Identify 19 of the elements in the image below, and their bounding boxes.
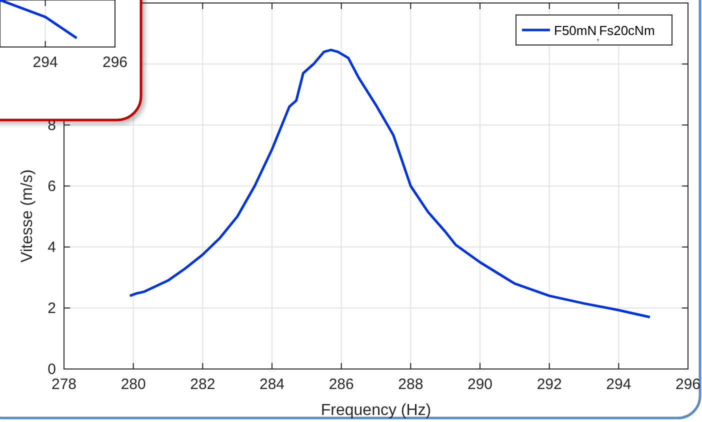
- x-tick-label: 288: [398, 376, 424, 393]
- x-tick-label: 284: [259, 376, 285, 393]
- x-axis-title: Frequency (Hz): [320, 402, 432, 419]
- x-tick-label: 290: [467, 376, 493, 393]
- x-tick-label: 294: [32, 54, 58, 71]
- y-axis-title: Vitesse (m/s): [19, 169, 36, 263]
- x-tick-label: 294: [606, 376, 632, 393]
- x-tick-label: 296: [102, 54, 128, 71]
- x-tick-label: 280: [120, 376, 146, 393]
- y-tick-label: 4: [48, 239, 56, 256]
- y-tick-label: 0: [48, 361, 56, 378]
- y-tick-label: 6: [48, 178, 56, 195]
- x-tick-label: 278: [51, 376, 77, 393]
- x-tick-label: 282: [190, 376, 216, 393]
- legend-label: F50mN$_{,}$Fs20cNm: [554, 23, 655, 42]
- x-tick-label: 292: [536, 376, 562, 393]
- x-tick-label: 286: [328, 376, 354, 393]
- line-series: [128, 48, 652, 318]
- y-tick-label: 2: [48, 300, 56, 317]
